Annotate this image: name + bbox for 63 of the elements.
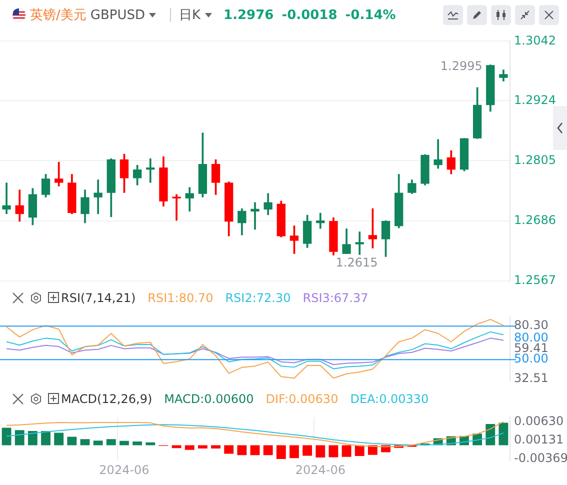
bar: [211, 445, 220, 448]
y-tick-label: 1.2805: [514, 152, 556, 167]
candlestick: [172, 194, 181, 221]
bar: [498, 422, 508, 446]
bar: [302, 445, 312, 456]
chart-title: 英镑/美元: [30, 7, 86, 24]
bar: [146, 442, 156, 446]
bar: [184, 445, 194, 450]
text: RSI2:72.30: [225, 290, 291, 304]
bar: [250, 445, 260, 456]
bar: [54, 432, 64, 446]
bar: [67, 436, 77, 446]
bar: [80, 439, 90, 446]
y-tick-label: 1.2686: [514, 212, 556, 227]
text: MACD(12,26,9): [61, 392, 152, 406]
text: MACD:0.00600: [164, 392, 254, 406]
candlestick: [146, 158, 155, 183]
text: RSI1:80.70: [148, 290, 214, 304]
chart-subtitle: GBPUSD: [90, 8, 145, 22]
text: 日K: [179, 7, 201, 24]
y-tick-label: 1.3042: [514, 33, 556, 48]
bar: [486, 424, 496, 446]
bar: [132, 441, 142, 446]
candlestick: [2, 182, 11, 214]
y-tick-label: 0.00131: [514, 432, 564, 446]
bar: [120, 440, 129, 446]
ref-line-label: 80.00: [514, 330, 548, 344]
bar: [198, 445, 208, 448]
bar: [342, 445, 352, 457]
text: RSI3:67.37: [302, 290, 368, 304]
y-tick-label: 1.2567: [514, 272, 556, 287]
bar: [276, 445, 286, 459]
bar: [93, 440, 103, 446]
text: -0.14%: [345, 8, 396, 22]
candlestick: [250, 202, 260, 230]
ref-line-label: 50.00: [514, 352, 548, 366]
text: 1.2976: [224, 8, 274, 22]
annotation: 1.2995: [440, 59, 482, 74]
bar: [328, 445, 338, 458]
annotation: 1.2615: [336, 256, 378, 270]
y-tick-label: 1.2924: [514, 92, 556, 107]
text: DEA:0.00330: [350, 392, 429, 406]
bar: [106, 439, 116, 446]
candlestick: [94, 180, 102, 214]
bar: [237, 445, 247, 456]
y-tick-label: -0.00369: [514, 451, 567, 466]
bar: [2, 428, 12, 446]
bar: [224, 445, 234, 454]
x-tick-label: 2024-06: [295, 462, 346, 477]
candlestick: [355, 232, 364, 255]
text: RSI(7,14,21): [61, 290, 136, 304]
bar: [290, 445, 299, 458]
text: -0.0018: [282, 8, 338, 22]
y-tick-label: 0.00630: [514, 414, 564, 428]
bar: [28, 430, 38, 446]
bar: [14, 430, 24, 446]
bar: [316, 445, 326, 458]
bar: [41, 430, 50, 446]
y-tick-label: 32.51: [514, 371, 548, 386]
y-tick-label: 80.30: [514, 318, 548, 332]
x-tick-label: 2024-06: [99, 462, 150, 477]
text: DIF:0.00630: [266, 392, 338, 406]
bar: [263, 445, 273, 456]
